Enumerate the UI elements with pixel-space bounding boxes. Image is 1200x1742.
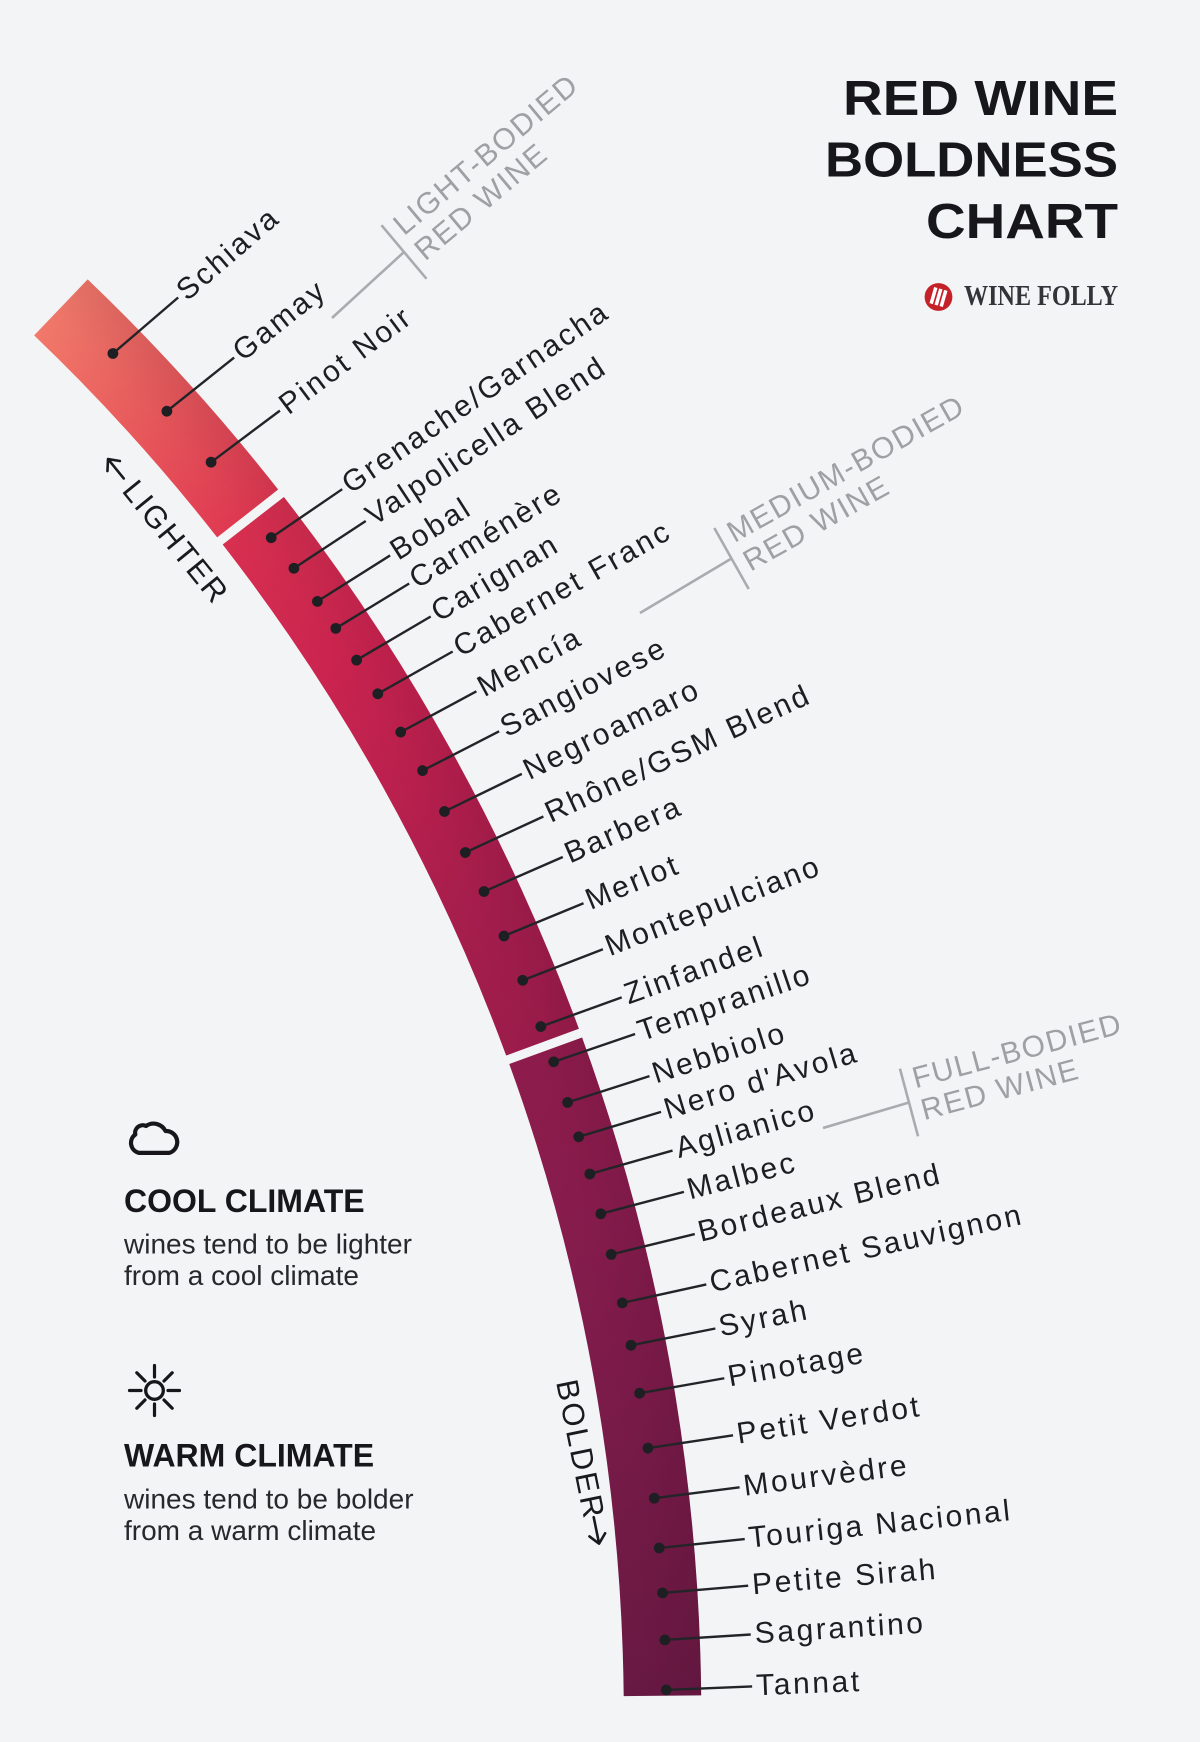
svg-text:wines tend to be lighter: wines tend to be lighter bbox=[123, 1228, 412, 1259]
svg-text:WINE FOLLY: WINE FOLLY bbox=[964, 281, 1118, 312]
svg-text:from a warm climate: from a warm climate bbox=[124, 1515, 376, 1546]
svg-text:COOL CLIMATE: COOL CLIMATE bbox=[124, 1183, 365, 1219]
svg-text:from a cool climate: from a cool climate bbox=[124, 1260, 359, 1291]
svg-text:BOLDNESS: BOLDNESS bbox=[825, 134, 1118, 188]
svg-text:RED WINE: RED WINE bbox=[843, 72, 1118, 126]
svg-text:wines tend to be bolder: wines tend to be bolder bbox=[123, 1484, 414, 1515]
svg-text:CHART: CHART bbox=[926, 195, 1118, 249]
svg-text:Tannat: Tannat bbox=[755, 1665, 862, 1702]
svg-text:WARM CLIMATE: WARM CLIMATE bbox=[124, 1438, 374, 1474]
